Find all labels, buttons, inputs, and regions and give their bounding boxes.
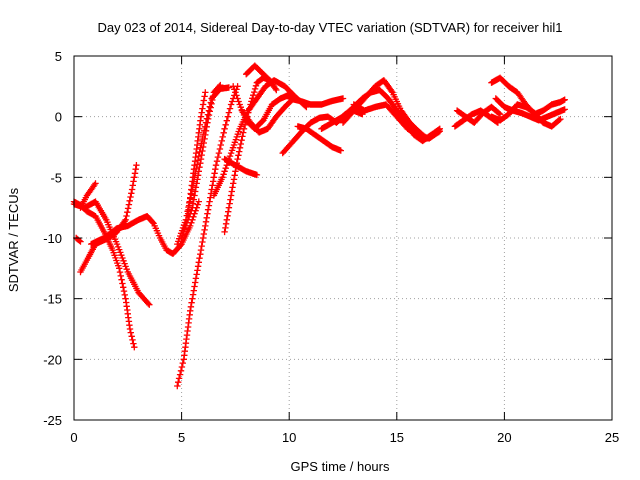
x-tick-label: 5	[178, 430, 185, 445]
series-arc-13	[221, 155, 261, 179]
series-arc-3	[73, 234, 84, 245]
data-point-markers	[238, 95, 297, 136]
series-arc-4	[77, 162, 140, 276]
series-arc-9	[178, 81, 224, 242]
series-arc-6	[88, 198, 202, 257]
data-point-markers	[73, 234, 84, 245]
series-arc-19	[294, 123, 344, 154]
y-tick-label: -25	[43, 413, 62, 428]
data-point-markers	[488, 101, 564, 130]
y-tick-label: 0	[55, 110, 62, 125]
x-tick-label: 25	[605, 430, 619, 445]
data-point-markers	[286, 95, 347, 108]
x-tick-label: 10	[282, 430, 296, 445]
chart-title: Day 023 of 2014, Sidereal Day-to-day VTE…	[97, 20, 562, 35]
x-tick-label: 20	[497, 430, 511, 445]
series-arc-24	[453, 103, 504, 126]
y-tick-label: -20	[43, 352, 62, 367]
y-tick-label: -5	[50, 170, 62, 185]
axis-ticks: 0 5 10 15 20 25 -25 -20 -15 -10 -5 0 5	[43, 49, 619, 445]
x-tick-label: 15	[390, 430, 404, 445]
y-tick-label: -15	[43, 292, 62, 307]
x-tick-label: 0	[70, 430, 77, 445]
data-point-markers	[77, 162, 140, 276]
series-arc-5	[77, 180, 99, 211]
data-point-markers	[350, 101, 443, 142]
x-axis-label: GPS time / hours	[291, 459, 390, 474]
data-point-markers	[184, 89, 209, 217]
data-point-markers	[221, 155, 261, 179]
series-arc-22	[350, 101, 443, 142]
series-arc-10	[184, 89, 209, 217]
y-axis-label: SDTVAR / TECUs	[6, 187, 21, 292]
series-arc-27	[488, 101, 564, 130]
y-tick-label: 5	[55, 49, 62, 64]
data-point-markers	[294, 123, 344, 154]
data-point-markers	[88, 198, 202, 257]
y-tick-label: -10	[43, 231, 62, 246]
data-points	[70, 62, 568, 390]
data-point-markers	[178, 81, 224, 242]
series-arc-7	[174, 83, 241, 390]
series-arc-15	[243, 62, 276, 86]
data-point-markers	[453, 103, 504, 126]
data-point-markers	[174, 83, 241, 390]
series-arc-17	[286, 95, 347, 108]
data-point-markers	[77, 180, 99, 211]
series-arc-16	[238, 95, 297, 136]
data-point-markers	[243, 62, 276, 86]
